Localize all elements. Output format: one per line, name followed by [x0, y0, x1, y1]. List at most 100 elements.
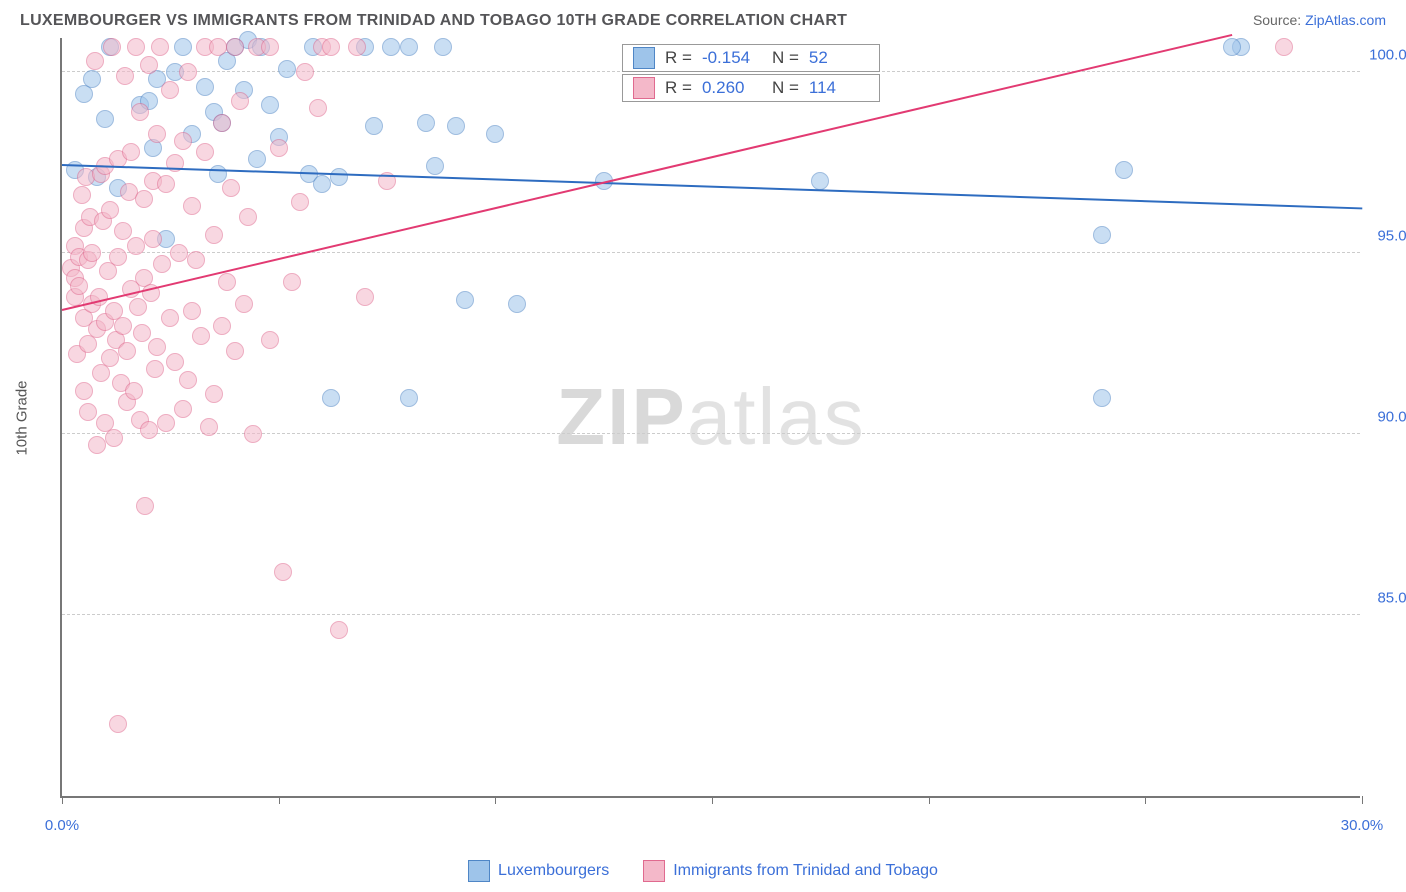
stat-r-value: 0.260	[702, 78, 762, 98]
x-tick	[1362, 796, 1363, 804]
data-point	[196, 78, 214, 96]
data-point	[811, 172, 829, 190]
data-point	[75, 382, 93, 400]
data-point	[161, 81, 179, 99]
data-point	[129, 298, 147, 316]
x-tick	[279, 796, 280, 804]
data-point	[157, 175, 175, 193]
data-point	[356, 288, 374, 306]
data-point	[348, 38, 366, 56]
data-point	[151, 38, 169, 56]
data-point	[274, 563, 292, 581]
data-point	[382, 38, 400, 56]
data-point	[101, 349, 119, 367]
source-attribution: Source: ZipAtlas.com	[1253, 12, 1386, 30]
stat-r-value: -0.154	[702, 48, 762, 68]
stats-box: R =0.260N =114	[622, 74, 880, 102]
data-point	[456, 291, 474, 309]
data-point	[226, 38, 244, 56]
x-tick	[712, 796, 713, 804]
data-point	[222, 179, 240, 197]
data-point	[330, 168, 348, 186]
watermark: ZIPatlas	[556, 371, 865, 463]
data-point	[196, 143, 214, 161]
legend-swatch	[633, 47, 655, 69]
stat-n-value: 52	[809, 48, 869, 68]
x-tick	[62, 796, 63, 804]
data-point	[140, 421, 158, 439]
data-point	[161, 309, 179, 327]
data-point	[231, 92, 249, 110]
data-point	[213, 114, 231, 132]
data-point	[70, 277, 88, 295]
data-point	[192, 327, 210, 345]
data-point	[166, 353, 184, 371]
data-point	[1223, 38, 1241, 56]
data-point	[209, 165, 227, 183]
x-tick	[929, 796, 930, 804]
source-link[interactable]: ZipAtlas.com	[1305, 12, 1386, 28]
data-point	[1093, 226, 1111, 244]
legend-swatch	[468, 860, 490, 882]
x-tick-label: 0.0%	[45, 817, 79, 834]
data-point	[101, 201, 119, 219]
data-point	[261, 331, 279, 349]
data-point	[127, 38, 145, 56]
data-point	[1115, 161, 1133, 179]
legend: Luxembourgers Immigrants from Trinidad an…	[0, 860, 1406, 882]
data-point	[235, 295, 253, 313]
data-point	[114, 222, 132, 240]
data-point	[486, 125, 504, 143]
data-point	[205, 385, 223, 403]
data-point	[313, 175, 331, 193]
data-point	[83, 70, 101, 88]
trend-line	[62, 164, 1362, 209]
data-point	[213, 317, 231, 335]
data-point	[508, 295, 526, 313]
data-point	[148, 338, 166, 356]
x-tick	[1145, 796, 1146, 804]
data-point	[157, 414, 175, 432]
data-point	[400, 38, 418, 56]
data-point	[174, 400, 192, 418]
data-point	[83, 244, 101, 262]
data-point	[96, 110, 114, 128]
stat-n-label: N =	[772, 48, 799, 68]
data-point	[309, 99, 327, 117]
y-tick-label: 90.0%	[1377, 409, 1406, 426]
data-point	[239, 208, 257, 226]
stats-box: R =-0.154N =52	[622, 44, 880, 72]
data-point	[170, 244, 188, 262]
data-point	[86, 52, 104, 70]
data-point	[79, 403, 97, 421]
x-tick-label: 30.0%	[1341, 817, 1384, 834]
data-point	[109, 715, 127, 733]
stat-n-value: 114	[809, 78, 869, 98]
data-point	[122, 143, 140, 161]
data-point	[205, 226, 223, 244]
legend-item: Immigrants from Trinidad and Tobago	[643, 860, 938, 882]
data-point	[244, 425, 262, 443]
y-tick-label: 95.0%	[1377, 228, 1406, 245]
data-point	[434, 38, 452, 56]
data-point	[133, 324, 151, 342]
data-point	[200, 418, 218, 436]
data-point	[144, 230, 162, 248]
legend-item: Luxembourgers	[468, 860, 609, 882]
gridline	[62, 614, 1360, 615]
data-point	[261, 96, 279, 114]
data-point	[174, 132, 192, 150]
data-point	[125, 382, 143, 400]
data-point	[365, 117, 383, 135]
data-point	[146, 360, 164, 378]
stat-r-label: R =	[665, 78, 692, 98]
data-point	[426, 157, 444, 175]
data-point	[261, 38, 279, 56]
data-point	[330, 621, 348, 639]
y-axis-label: 10th Grade	[14, 380, 31, 455]
data-point	[183, 302, 201, 320]
data-point	[148, 125, 166, 143]
legend-swatch	[633, 77, 655, 99]
x-tick	[495, 796, 496, 804]
data-point	[187, 251, 205, 269]
